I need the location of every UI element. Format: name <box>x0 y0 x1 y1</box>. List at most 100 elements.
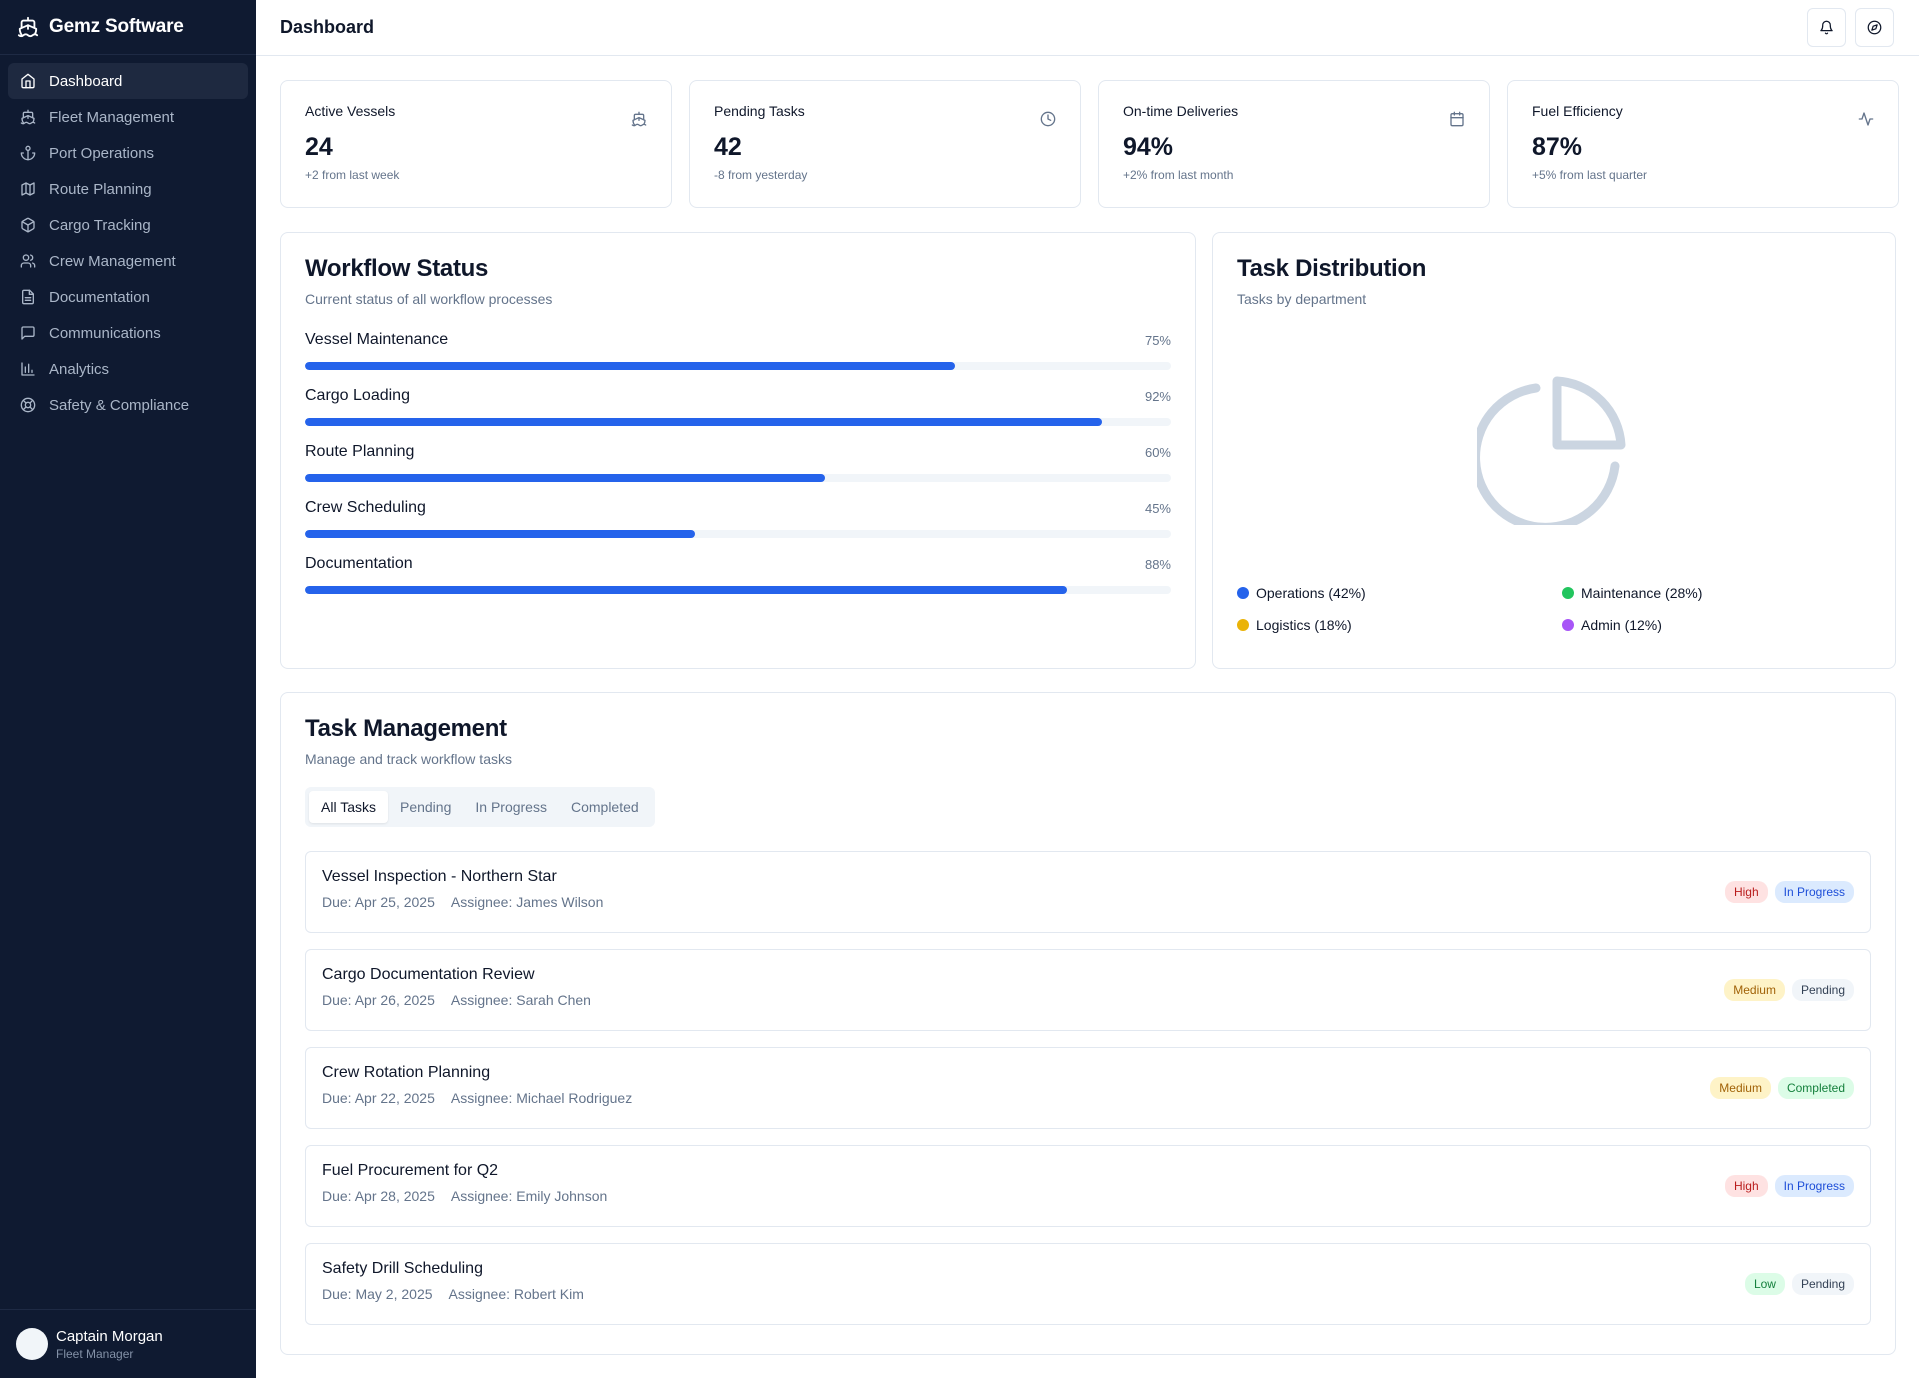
progress-fill <box>305 362 955 370</box>
task-assignee: Assignee: Sarah Chen <box>450 992 591 1008</box>
stat-card-active-vessels: Active Vessels 24 +2 from last week <box>280 80 672 208</box>
status-badge: In Progress <box>1774 1175 1854 1197</box>
brand-name: Gemz Software <box>49 16 184 37</box>
sidebar-nav: Dashboard Fleet Management Port Operations… <box>0 55 256 423</box>
task-due-date: Due: Apr 25, 2025 <box>322 894 435 910</box>
tasks-subtitle: Manage and track workflow tasks <box>305 751 512 767</box>
sidebar-item-crew-management[interactable]: Crew Management <box>8 243 248 279</box>
top-actions <box>1807 8 1894 47</box>
task-due-date: Due: May 2, 2025 <box>322 1286 433 1302</box>
sidebar-item-cargo-tracking[interactable]: Cargo Tracking <box>8 207 248 243</box>
home-icon <box>20 73 36 89</box>
stat-change: +2% from last month <box>1123 168 1234 182</box>
priority-badge: High <box>1724 881 1768 903</box>
legend-item: Admin (12%) <box>1562 617 1862 633</box>
stat-label: Pending Tasks <box>714 103 805 119</box>
sidebar-item-label: Crew Management <box>49 252 176 270</box>
sidebar-item-label: Fleet Management <box>49 108 175 126</box>
progress-track <box>305 418 1171 426</box>
task-item[interactable]: Fuel Procurement for Q2 Due: Apr 28, 2025… <box>305 1145 1871 1227</box>
distribution-legend: Operations (42%) Maintenance (28%) Logisti… <box>1237 585 1877 633</box>
status-badge: Pending <box>1791 1273 1854 1295</box>
progress-fill <box>305 586 1068 594</box>
sidebar-item-label: Dashboard <box>49 72 123 90</box>
progress-track <box>305 586 1171 594</box>
compass-button[interactable] <box>1855 8 1894 47</box>
ship-icon <box>631 111 647 127</box>
sidebar-item-label: Communications <box>49 324 161 342</box>
task-assignee: Assignee: Emily Johnson <box>450 1188 608 1204</box>
task-title: Vessel Inspection - Northern Star <box>322 868 557 885</box>
sidebar-item-analytics[interactable]: Analytics <box>8 351 248 387</box>
workflow-item-documentation: Documentation 88% <box>305 555 1171 611</box>
user-profile[interactable]: Captain Morgan Fleet Manager <box>0 1309 256 1378</box>
divider <box>0 54 256 55</box>
map-icon <box>20 181 36 197</box>
workflow-name: Vessel Maintenance <box>305 331 449 348</box>
stat-change: +2 from last week <box>305 168 400 182</box>
stat-label: Active Vessels <box>305 103 396 119</box>
notifications-button[interactable] <box>1807 8 1846 47</box>
brand[interactable]: Gemz Software <box>0 0 256 54</box>
sidebar-item-dashboard[interactable]: Dashboard <box>8 63 248 99</box>
legend-item: Operations (42%) <box>1237 585 1562 601</box>
task-item[interactable]: Vessel Inspection - Northern Star Due: Ap… <box>305 851 1871 933</box>
sidebar-item-label: Cargo Tracking <box>49 216 151 234</box>
stat-card-on-time-deliveries: On-time Deliveries 94% +2% from last month <box>1098 80 1490 208</box>
legend-label: Operations (42%) <box>1256 585 1366 601</box>
file-icon <box>20 289 36 305</box>
tab-pending[interactable]: Pending <box>399 799 452 815</box>
sidebar-item-documentation[interactable]: Documentation <box>8 279 248 315</box>
priority-badge: Medium <box>1710 1077 1771 1099</box>
workflow-name: Documentation <box>305 555 413 572</box>
task-assignee: Assignee: James Wilson <box>450 894 604 910</box>
sidebar-item-route-planning[interactable]: Route Planning <box>8 171 248 207</box>
sidebar-item-safety-and-compliance[interactable]: Safety & Compliance <box>8 387 248 423</box>
legend-dot <box>1237 587 1249 599</box>
sidebar-item-label: Analytics <box>49 360 110 378</box>
task-item[interactable]: Safety Drill Scheduling Due: May 2, 2025 A… <box>305 1243 1871 1325</box>
sidebar-item-label: Safety & Compliance <box>49 396 190 414</box>
sidebar-item-label: Route Planning <box>49 180 152 198</box>
legend-item: Maintenance (28%) <box>1562 585 1862 601</box>
sidebar-item-port-operations[interactable]: Port Operations <box>8 135 248 171</box>
task-item[interactable]: Cargo Documentation Review Due: Apr 26, 2… <box>305 949 1871 1031</box>
tab-all-tasks[interactable]: All Tasks <box>309 791 388 823</box>
avatar[interactable] <box>16 1328 48 1360</box>
sidebar-item-communications[interactable]: Communications <box>8 315 248 351</box>
sidebar-item-label: Port Operations <box>49 144 155 162</box>
workflow-item-vessel-maintenance: Vessel Maintenance 75% <box>305 331 1171 387</box>
workflow-name: Route Planning <box>305 443 415 460</box>
task-title: Cargo Documentation Review <box>322 966 535 983</box>
legend-item: Logistics (18%) <box>1237 617 1562 633</box>
task-due-date: Due: Apr 28, 2025 <box>322 1188 435 1204</box>
workflow-name: Crew Scheduling <box>305 499 426 516</box>
progress-fill <box>305 418 1102 426</box>
sidebar-item-label: Documentation <box>49 288 150 306</box>
task-title: Safety Drill Scheduling <box>322 1260 483 1277</box>
priority-badge: Low <box>1744 1273 1785 1295</box>
status-badge: Completed <box>1777 1077 1854 1099</box>
package-icon <box>20 217 36 233</box>
workflow-percent: 88% <box>1144 556 1171 572</box>
user-name: Captain Morgan <box>56 1327 163 1345</box>
task-item[interactable]: Crew Rotation Planning Due: Apr 22, 2025 A… <box>305 1047 1871 1129</box>
workflow-name: Cargo Loading <box>305 387 410 404</box>
workflow-percent: 45% <box>1144 500 1171 516</box>
priority-badge: High <box>1724 1175 1768 1197</box>
progress-track <box>305 530 1171 538</box>
legend-dot <box>1237 619 1249 631</box>
stat-value: 87% <box>1532 133 1583 161</box>
tab-in-progress[interactable]: In Progress <box>475 799 547 815</box>
message-icon <box>20 325 36 341</box>
task-due-date: Due: Apr 22, 2025 <box>322 1090 435 1106</box>
distribution-title: Task Distribution <box>1237 255 1427 282</box>
progress-track <box>305 362 1171 370</box>
priority-badge: Medium <box>1724 979 1785 1001</box>
sidebar-item-fleet-management[interactable]: Fleet Management <box>8 99 248 135</box>
tab-completed[interactable]: Completed <box>570 799 639 815</box>
user-role: Fleet Manager <box>56 1346 134 1361</box>
workflow-percent: 75% <box>1144 332 1171 348</box>
ship-icon <box>20 109 36 125</box>
task-due-date: Due: Apr 26, 2025 <box>322 992 435 1008</box>
